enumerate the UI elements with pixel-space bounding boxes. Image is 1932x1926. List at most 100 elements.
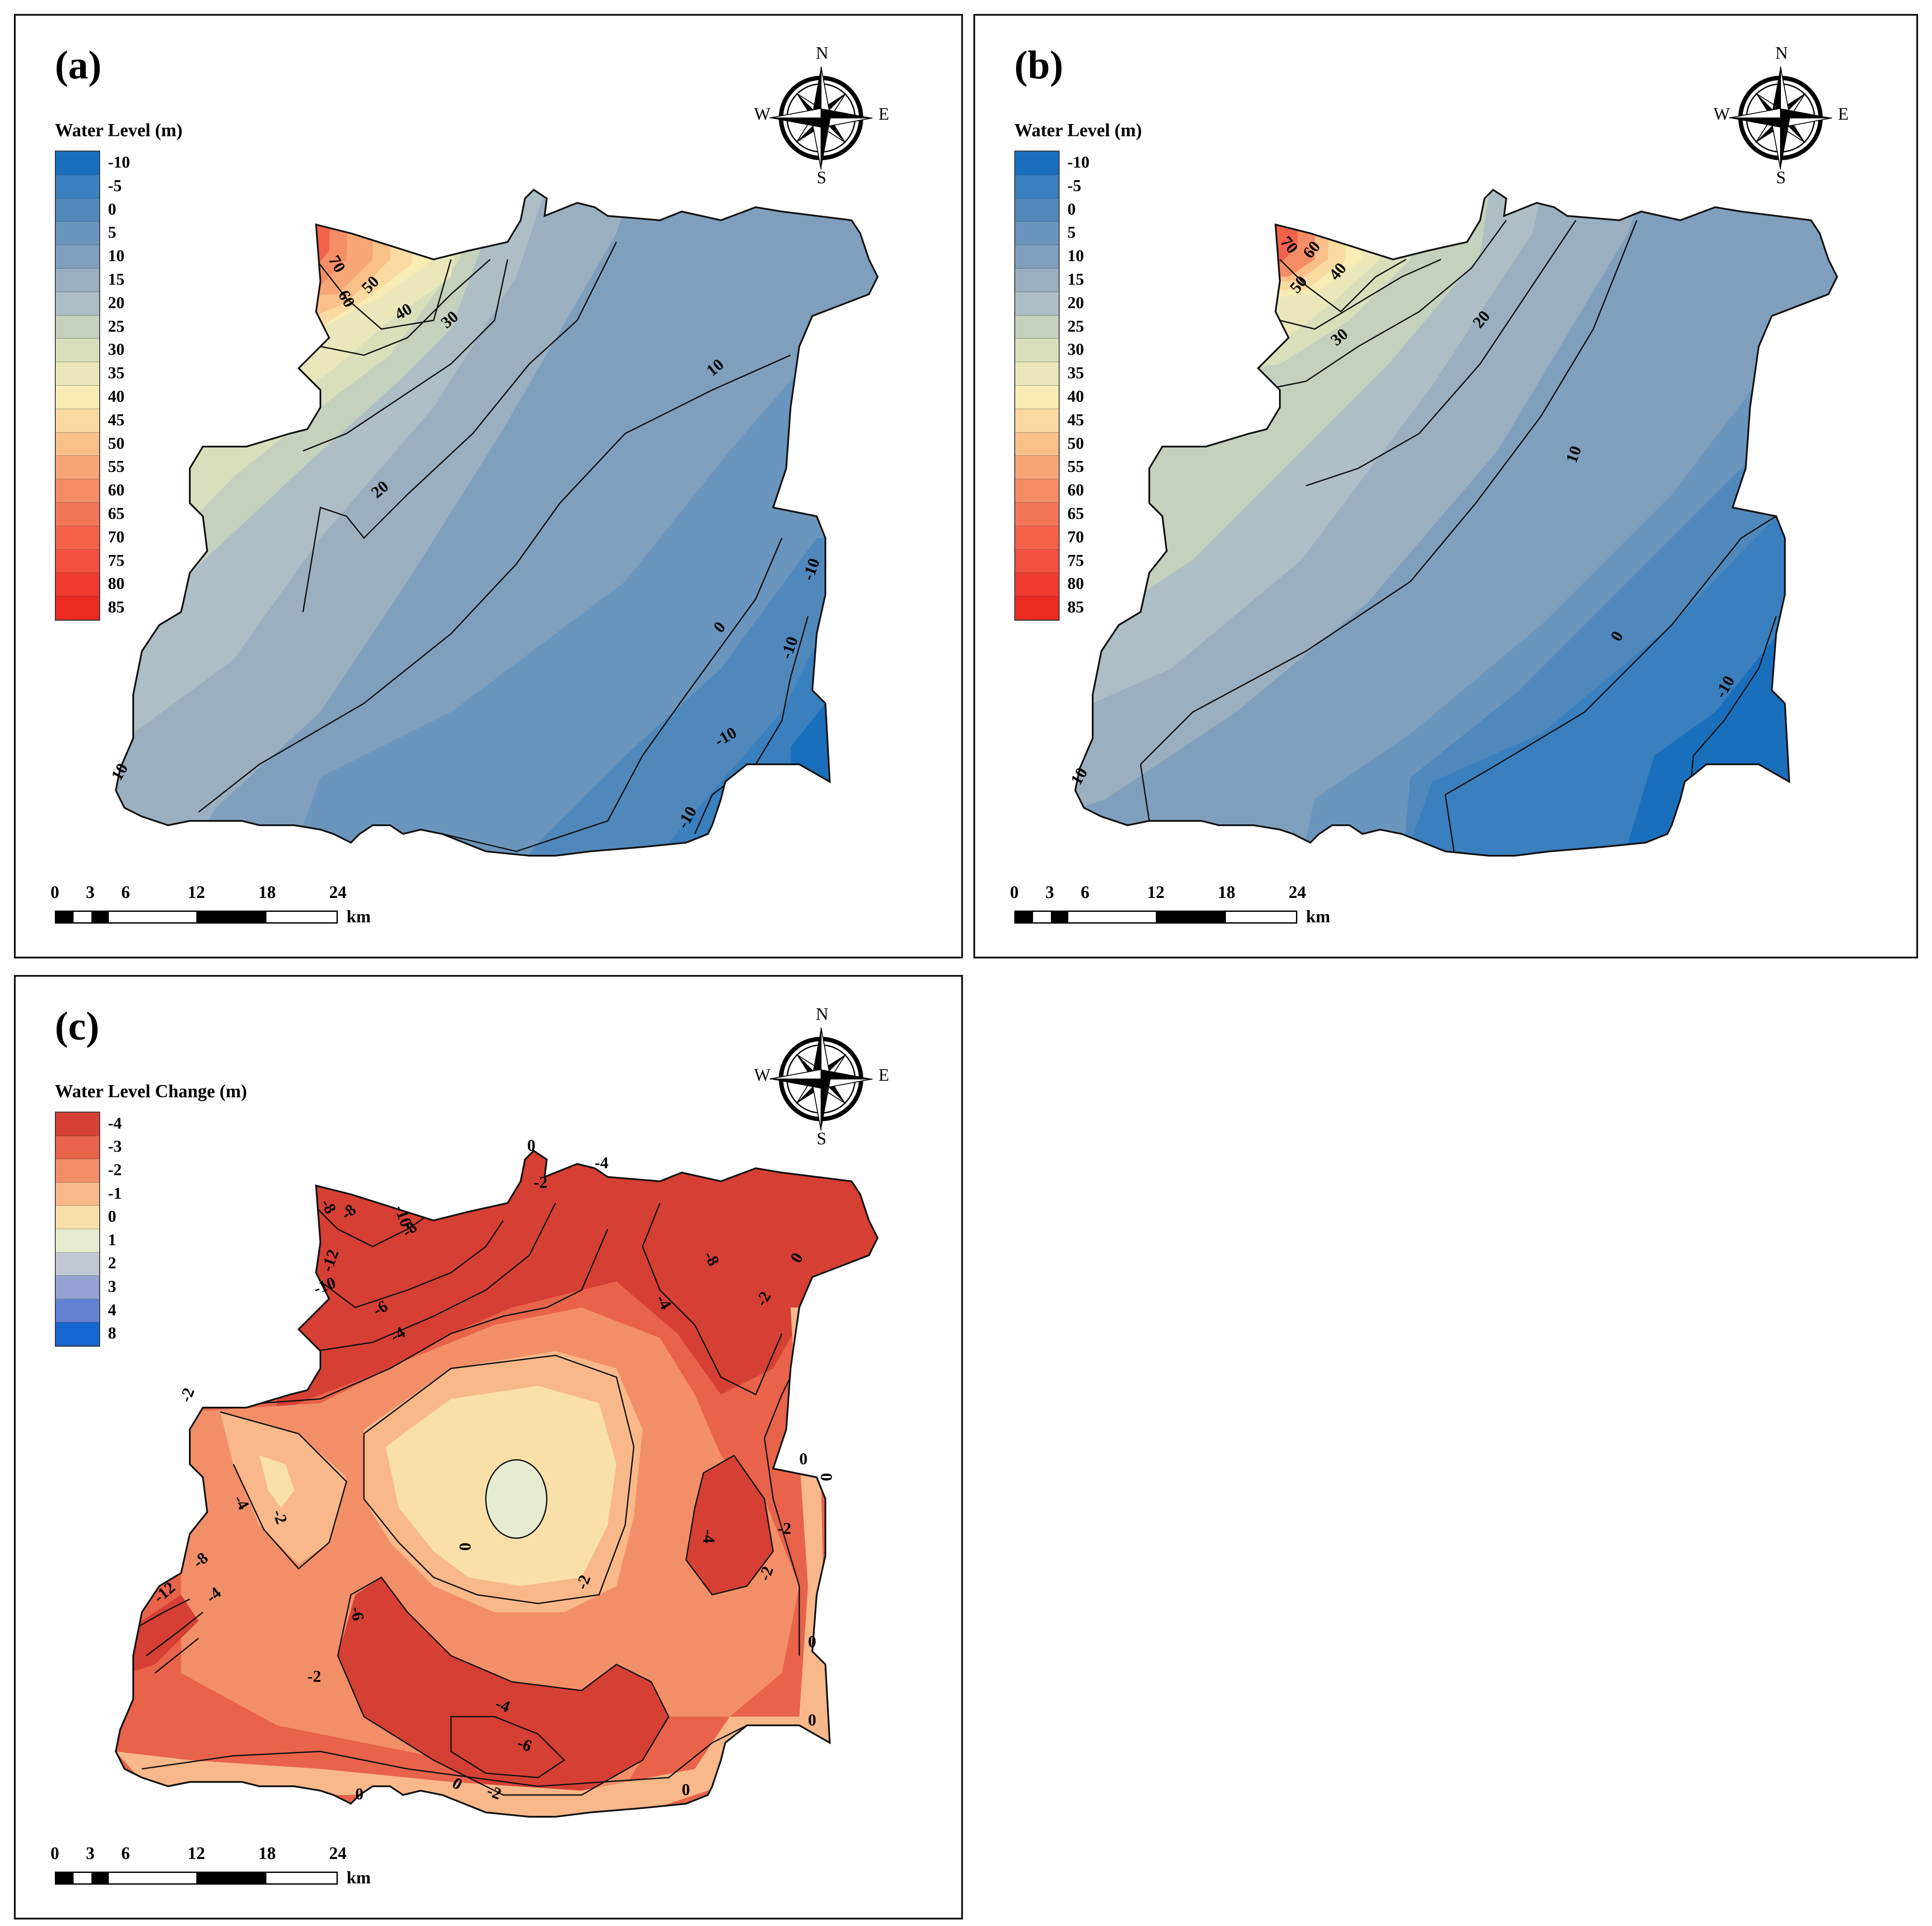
contour-label: -4 — [700, 1529, 718, 1543]
panel-c: (c) Water Level Change (m) -4 -3 -2 -1 0 1 2 3 4… — [14, 975, 963, 1919]
legend-label: 10 — [108, 247, 125, 266]
legend-label: -10 — [108, 153, 130, 171]
legend-label: 40 — [1067, 387, 1084, 406]
legend-label: 30 — [108, 340, 125, 359]
panel-b-legend — [1014, 151, 1060, 621]
contour-label: -2 — [307, 1667, 321, 1686]
scale-tick-label: 18 — [1218, 882, 1235, 902]
contour-label: 0 — [456, 1543, 474, 1551]
legend-label: 20 — [1067, 293, 1084, 312]
compass-letter-w: W — [1713, 104, 1730, 124]
legend-label: 60 — [108, 481, 125, 500]
compass-letter-w: W — [754, 1065, 771, 1085]
compass-letter-s: S — [817, 168, 827, 187]
legend-label: 0 — [108, 200, 116, 218]
scale-tick-label: 18 — [258, 882, 276, 902]
contour-label: 0 — [682, 1781, 690, 1799]
legend-label: 55 — [1067, 457, 1084, 476]
legend-label: 70 — [108, 528, 125, 546]
contour-label: 0 — [355, 1785, 364, 1803]
contour-label: -4 — [595, 1154, 609, 1172]
legend-swatch — [56, 432, 99, 456]
legend-swatch — [56, 362, 99, 386]
compass-letter-e: E — [878, 1065, 889, 1085]
compass-letter-e: E — [878, 104, 889, 124]
scale-tick-label: 0 — [50, 882, 59, 902]
panel-b-compass: N S W E — [1711, 43, 1850, 190]
scale-tick-label: 24 — [1289, 882, 1306, 902]
panel-a-legend-title: Water Level (m) — [55, 121, 183, 141]
panel-c-scale-bar: 0 3 6 12 18 24 km — [50, 1843, 447, 1904]
legend-swatch — [56, 573, 99, 597]
scale-tick-label: 24 — [329, 882, 347, 902]
contour-label: 0 — [799, 1450, 808, 1468]
legend-swatch — [56, 292, 99, 316]
scale-tick-label: 3 — [86, 882, 95, 902]
legend-swatch — [56, 1206, 99, 1229]
legend-label: 10 — [1067, 247, 1084, 266]
panel-c-compass: N S W E — [751, 1004, 891, 1151]
legend-label: 50 — [108, 434, 125, 453]
legend-swatch — [56, 549, 99, 573]
legend-label: 60 — [1067, 481, 1084, 500]
panel-b-map: 70 60 50 40 30 20 10 0 -10 10 — [1067, 188, 1838, 857]
panel-a-map: 70 60 50 40 30 20 10 0 -10 -10 -10 -10 1… — [108, 188, 879, 857]
legend-label: -10 — [1067, 153, 1090, 171]
scale-tick-label: 0 — [1010, 882, 1019, 902]
scale-tick-label: 18 — [258, 1843, 276, 1863]
scale-tick-label: 12 — [188, 1843, 205, 1863]
legend-swatch — [1015, 596, 1059, 620]
legend-swatch — [1015, 456, 1059, 480]
legend-label: 80 — [108, 575, 125, 593]
scale-tick-label: 0 — [50, 1843, 59, 1863]
legend-swatch — [1015, 549, 1059, 573]
legend-swatch — [1015, 245, 1059, 269]
scale-unit: km — [347, 907, 371, 926]
legend-swatch — [1015, 385, 1059, 409]
legend-label: 1 — [108, 1230, 116, 1249]
legend-swatch — [56, 1322, 99, 1346]
compass-rose-icon — [769, 1027, 873, 1131]
panel-b-label: (b) — [1014, 43, 1064, 87]
panel-c-label: (c) — [55, 1004, 100, 1048]
legend-swatch — [56, 1182, 99, 1206]
legend-swatch — [1015, 292, 1059, 316]
legend-label: -2 — [108, 1161, 122, 1179]
legend-swatch — [56, 339, 99, 363]
legend-label: 2 — [108, 1254, 116, 1273]
compass-letter-w: W — [754, 104, 771, 124]
contour-label: -6 — [347, 1605, 367, 1622]
panel-a-legend — [55, 151, 100, 621]
scale-bar-graphic — [55, 911, 338, 924]
legend-swatch — [56, 1252, 99, 1276]
legend-label: 80 — [1067, 575, 1084, 593]
legend-label: 65 — [1067, 504, 1084, 523]
compass-letter-n: N — [816, 43, 828, 63]
panel-b-legend-title: Water Level (m) — [1014, 121, 1142, 141]
scale-tick-label: 3 — [86, 1843, 95, 1863]
legend-swatch — [56, 222, 99, 245]
legend-label: -5 — [108, 176, 122, 195]
compass-letter-n: N — [816, 1004, 828, 1024]
scale-tick-label: 3 — [1045, 882, 1054, 902]
compass-letter-e: E — [1838, 104, 1849, 124]
legend-label: 0 — [108, 1207, 116, 1226]
legend-swatch — [1015, 362, 1059, 386]
legend-swatch — [56, 502, 99, 526]
legend-swatch — [1015, 222, 1059, 245]
legend-label: 30 — [1067, 340, 1084, 359]
legend-label: 55 — [108, 457, 125, 476]
contour-label: 0 — [808, 1711, 816, 1729]
legend-label: -3 — [108, 1137, 122, 1156]
legend-swatch — [56, 245, 99, 269]
panel-a-compass: N S W E — [751, 43, 891, 190]
legend-label: 4 — [108, 1301, 116, 1319]
legend-swatch — [1015, 151, 1059, 175]
legend-swatch — [56, 1229, 99, 1253]
legend-label: 35 — [1067, 364, 1084, 383]
legend-swatch — [56, 151, 99, 175]
legend-label: 50 — [1067, 434, 1084, 453]
compass-rose-icon — [1729, 66, 1832, 170]
contour-label: -2 — [176, 1385, 198, 1405]
scale-bar-graphic — [1014, 911, 1297, 924]
